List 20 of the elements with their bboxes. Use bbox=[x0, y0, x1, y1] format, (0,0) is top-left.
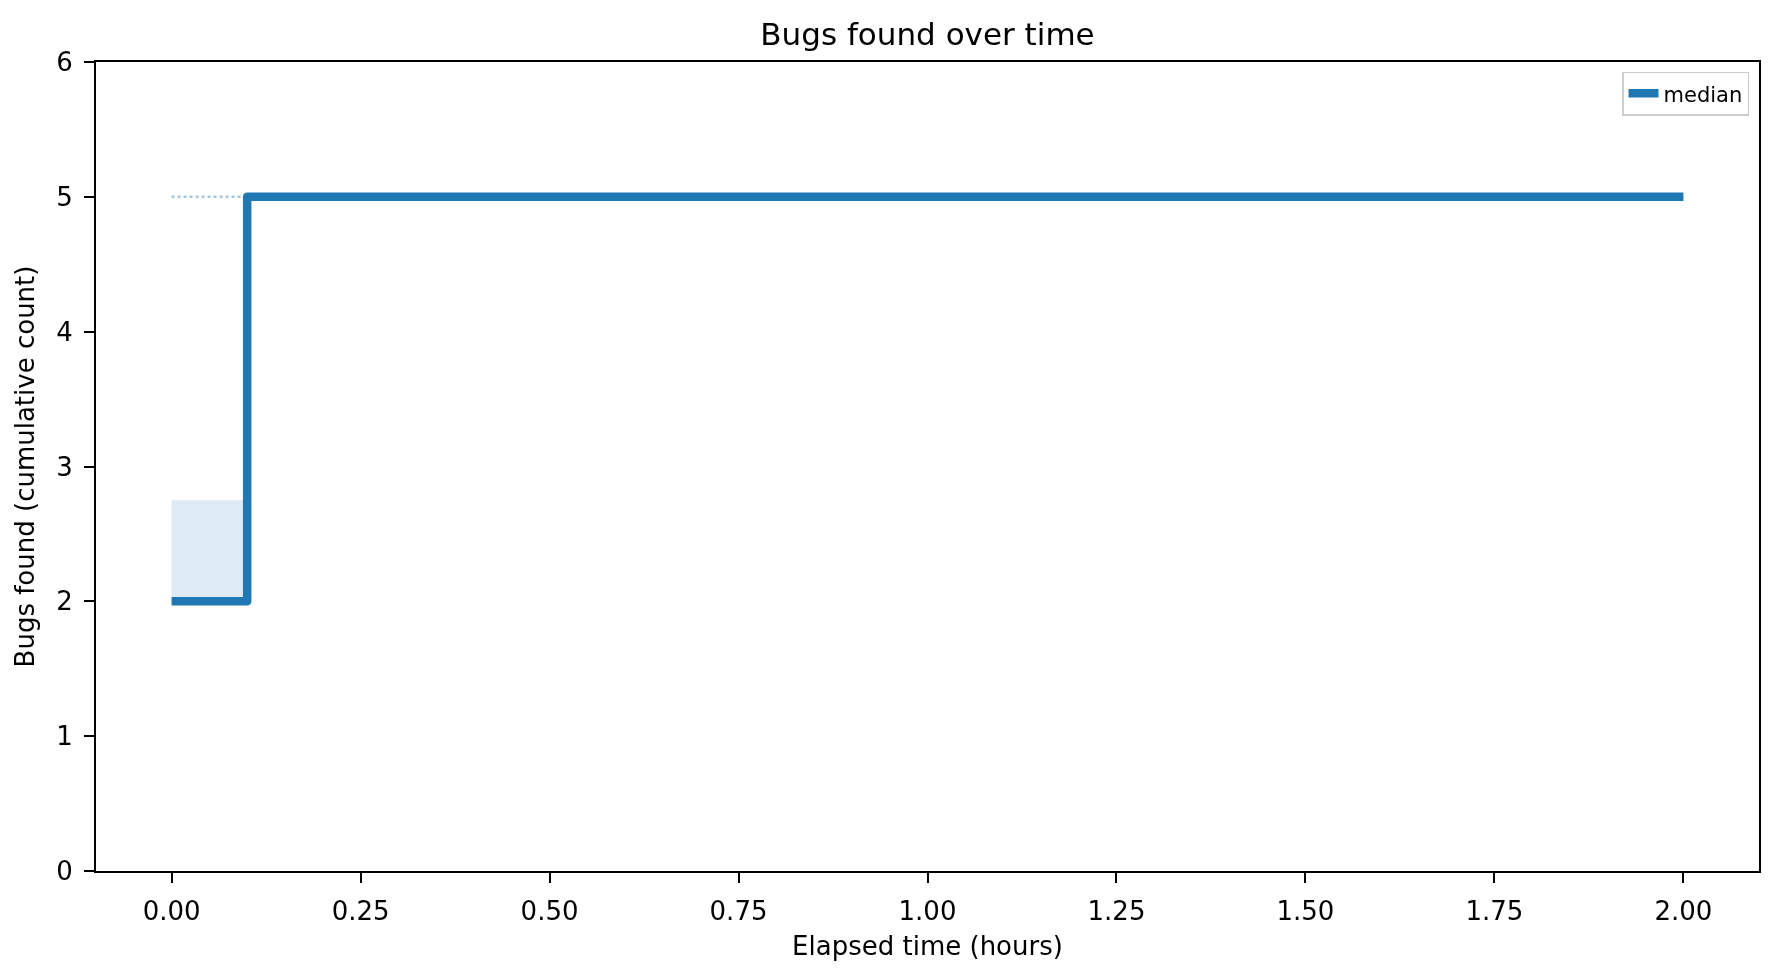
x-tick-label: 1.75 bbox=[1465, 896, 1524, 927]
y-tick-label: 5 bbox=[56, 181, 73, 212]
y-tick-label: 1 bbox=[56, 721, 73, 752]
y-tick-label: 0 bbox=[56, 856, 73, 887]
x-tick-label: 1.50 bbox=[1276, 896, 1335, 927]
legend-label: median bbox=[1663, 82, 1743, 107]
x-tick-label: 0.00 bbox=[142, 896, 201, 927]
y-tick-label: 2 bbox=[56, 586, 73, 617]
y-tick-label: 4 bbox=[56, 316, 73, 347]
x-tick-label: 2.00 bbox=[1654, 896, 1713, 927]
y-tick-label: 3 bbox=[56, 451, 73, 482]
y-tick-label: 6 bbox=[56, 47, 73, 78]
x-tick-label: 0.75 bbox=[709, 896, 768, 927]
x-tick-label: 1.00 bbox=[898, 896, 957, 927]
y-axis-title: Bugs found (cumulative count) bbox=[10, 265, 41, 668]
chart-title: Bugs found over time bbox=[760, 15, 1095, 52]
x-tick-label: 0.50 bbox=[520, 896, 579, 927]
x-tick-label: 0.25 bbox=[331, 896, 390, 927]
x-axis-title: Elapsed time (hours) bbox=[792, 931, 1063, 962]
x-tick-label: 1.25 bbox=[1087, 896, 1146, 927]
